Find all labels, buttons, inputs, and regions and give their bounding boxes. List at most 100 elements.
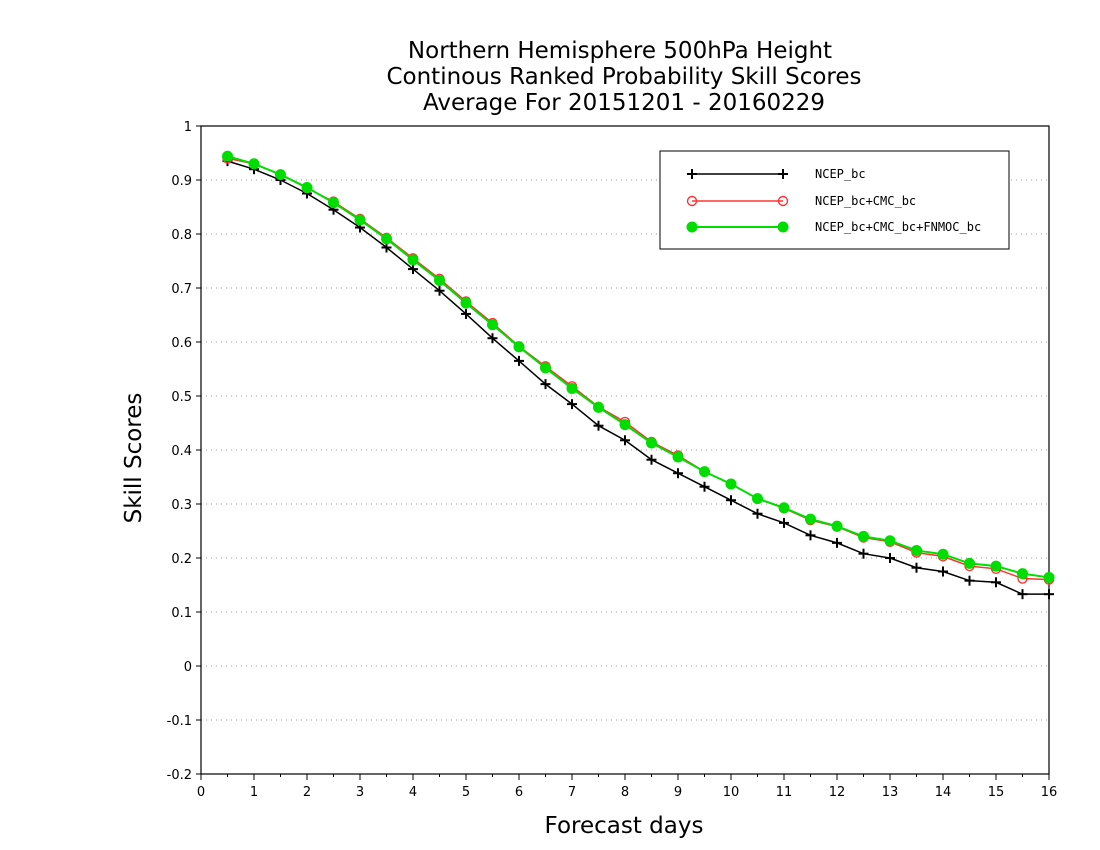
- x-tick-label: 14: [935, 785, 952, 800]
- data-point: [567, 399, 577, 410]
- data-point: [593, 401, 604, 413]
- x-tick-label: 4: [409, 785, 417, 800]
- data-point: [408, 264, 418, 275]
- series-line: [227, 160, 1049, 595]
- x-tick-label: 3: [356, 785, 364, 800]
- data-point: [673, 468, 683, 479]
- x-tick-label: 10: [723, 785, 740, 800]
- legend-marker: [686, 195, 698, 207]
- y-tick-label: 0.2: [171, 552, 192, 567]
- legend-marker: [687, 169, 697, 179]
- title-line-3: Average For 20151201 - 20160229: [423, 90, 825, 116]
- chart-title: Northern Hemisphere 500hPa Height Contin…: [386, 38, 861, 116]
- data-point: [858, 548, 869, 559]
- data-point: [1043, 571, 1055, 583]
- x-tick-label: 12: [829, 785, 846, 800]
- data-point: [964, 575, 975, 586]
- data-point: [911, 544, 922, 556]
- data-point: [725, 478, 737, 490]
- x-tick-label: 15: [988, 785, 1005, 800]
- data-point: [805, 530, 816, 541]
- data-point: [831, 520, 843, 532]
- y-tick-label: 1: [184, 120, 192, 135]
- x-tick-label: 11: [776, 785, 793, 800]
- data-point: [832, 537, 842, 548]
- x-tick-label: 7: [568, 785, 576, 800]
- legend-label: NCEP_bc: [815, 167, 866, 181]
- x-tick-label: 5: [462, 785, 470, 800]
- data-point: [778, 502, 790, 514]
- x-tick-label: 0: [197, 785, 205, 800]
- legend-box: [659, 150, 1010, 250]
- data-point: [434, 274, 445, 286]
- data-point: [593, 420, 604, 431]
- data-point: [726, 495, 736, 506]
- grid: [201, 179, 1049, 721]
- data-point: [991, 577, 1001, 588]
- data-point: [752, 508, 763, 519]
- data-point: [460, 297, 472, 309]
- data-point: [858, 530, 869, 542]
- x-tick-label: 8: [621, 785, 629, 800]
- data-point: [805, 513, 816, 525]
- data-point: [540, 379, 551, 390]
- data-point: [513, 341, 525, 353]
- legend-marker: [777, 195, 789, 207]
- x-tick-label: 13: [882, 785, 899, 800]
- data-point: [566, 382, 578, 394]
- data-point: [407, 254, 419, 266]
- y-axis-title: Skill Scores: [121, 393, 147, 524]
- y-tick-label: 0.9: [171, 174, 192, 189]
- title-line-1: Northern Hemisphere 500hPa Height: [408, 38, 832, 64]
- data-point: [646, 437, 657, 449]
- y-tick-label: 0.8: [171, 228, 192, 243]
- x-tick-label: 16: [1041, 785, 1058, 800]
- data-point: [937, 548, 949, 560]
- data-point: [1044, 589, 1054, 600]
- x-tick-label: 2: [303, 785, 311, 800]
- legend-item-3: NCEP_bc+CMC_bc+FNMOC_bc: [686, 220, 981, 234]
- data-point: [620, 435, 630, 446]
- legend-label: NCEP_bc+CMC_bc: [815, 194, 916, 208]
- data-point: [964, 557, 975, 569]
- y-tick-label: 0: [184, 660, 192, 675]
- legend-marker: [777, 221, 789, 233]
- data-point: [354, 214, 366, 226]
- data-point: [752, 493, 763, 505]
- y-tick-label: 0.5: [171, 390, 192, 405]
- y-tick-label: -0.2: [167, 768, 192, 783]
- data-point: [381, 233, 392, 245]
- data-point: [779, 517, 789, 528]
- data-point: [461, 308, 471, 319]
- data-point: [222, 150, 233, 162]
- axis-ticks: -0.2-0.100.10.20.30.40.50.60.70.80.910 1 2…: [167, 120, 1058, 800]
- data-point: [328, 197, 339, 209]
- y-tick-label: 0.6: [171, 336, 192, 351]
- data-point: [619, 419, 631, 431]
- y-tick-label: 0.3: [171, 498, 192, 513]
- data-point: [487, 333, 498, 344]
- data-point: [1017, 568, 1028, 580]
- data-point: [301, 182, 313, 194]
- legend-item-1: NCEP_bc: [687, 167, 866, 181]
- data-point: [434, 285, 445, 296]
- data-point: [699, 481, 710, 492]
- data-point: [911, 562, 922, 573]
- y-tick-label: -0.1: [167, 714, 192, 729]
- data-point: [514, 355, 524, 366]
- data-point: [884, 535, 896, 547]
- data-point: [699, 466, 710, 478]
- data-point: [885, 553, 895, 563]
- data-point: [248, 158, 260, 170]
- x-axis-title: Forecast days: [545, 813, 704, 839]
- y-tick-label: 0.1: [171, 606, 192, 621]
- data-point: [990, 560, 1002, 572]
- data-point: [540, 362, 551, 374]
- data-point: [487, 319, 498, 331]
- data-point: [646, 454, 657, 465]
- title-line-2: Continous Ranked Probability Skill Score…: [386, 64, 861, 90]
- x-tick-label: 9: [674, 785, 682, 800]
- y-tick-label: 0.4: [171, 444, 192, 459]
- x-tick-label: 1: [250, 785, 258, 800]
